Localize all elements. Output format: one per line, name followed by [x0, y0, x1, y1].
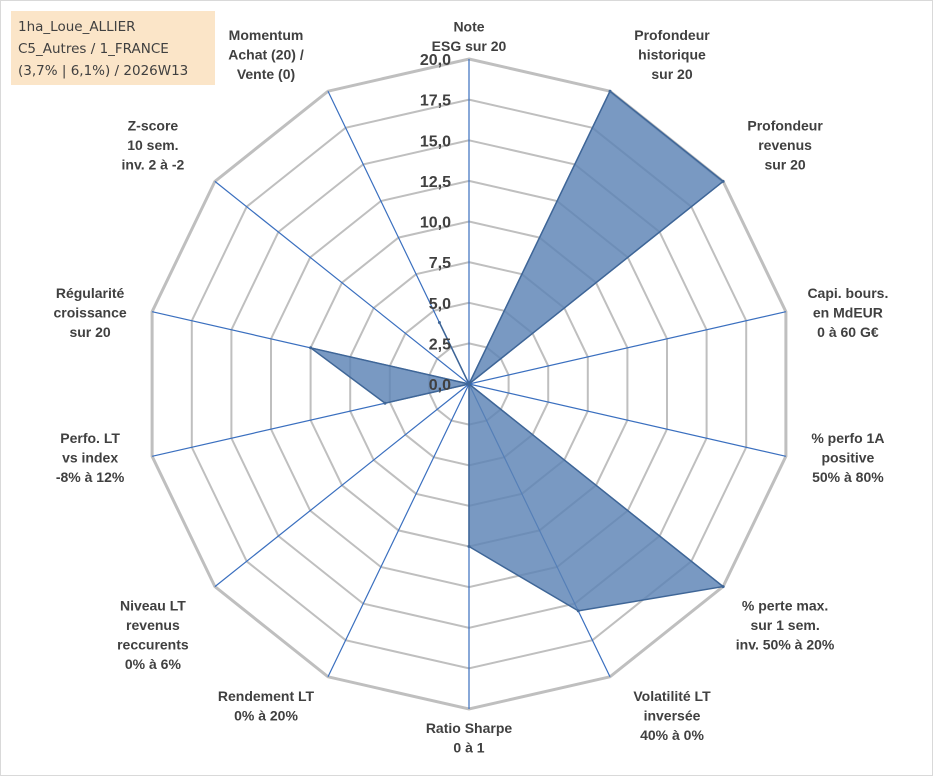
- axis-category-label-line: vs index: [62, 449, 118, 465]
- data-point: [437, 321, 441, 324]
- tick-label: 12,5: [420, 174, 451, 191]
- axis-category-label-line: Rendement LT: [218, 688, 315, 704]
- axis-category-label-line: Z-score: [128, 117, 179, 133]
- axis-category-label-line: ESG sur 20: [432, 38, 507, 54]
- data-point: [383, 401, 387, 405]
- axis-category-label-line: 40% à 0%: [640, 727, 704, 743]
- info-box: 1ha_Loue_ALLIER C5_Autres / 1_FRANCE (3,…: [11, 11, 215, 85]
- axis-category-label-line: 50% à 80%: [812, 469, 884, 485]
- spoke-line: [327, 383, 470, 678]
- axis-category-label-line: Momentum: [229, 27, 304, 43]
- axis-category-label-line: positive: [821, 449, 874, 465]
- axis-category-label-line: inv. 50% à 20%: [736, 637, 835, 653]
- axis-category-label-line: 0 à 1: [453, 740, 484, 756]
- axis-category-label-line: Niveau LT: [120, 598, 186, 614]
- axis-category-label-line: -8% à 12%: [56, 469, 125, 485]
- axis-category-label: Ratio Sharpe 0 à 1: [426, 720, 513, 756]
- axis-category-label: Rendement LT 0% à 20%: [218, 688, 315, 724]
- axis-category-label-line: Vente (0): [237, 66, 295, 82]
- data-point: [467, 382, 471, 386]
- tick-label: 10,0: [420, 215, 451, 232]
- axis-category-label-line: revenus: [126, 617, 180, 633]
- tick-label: 7,5: [429, 255, 451, 272]
- tick-label: 17,5: [420, 93, 451, 110]
- axis-category-label-line: sur 20: [69, 324, 110, 340]
- spoke-line: [214, 180, 470, 385]
- spoke-line: [468, 383, 787, 457]
- axis-category-label: Capi. bours. en MdEUR 0 à 60 G€: [807, 285, 888, 340]
- axis-category-label-line: Note: [453, 19, 484, 35]
- data-point: [721, 585, 725, 589]
- data-point: [576, 609, 580, 613]
- axis-category-label-line: Profondeur: [634, 27, 710, 43]
- tick-label: 20,0: [420, 52, 451, 69]
- axis-category-label: Volatilité LT inversée 40% à 0%: [633, 688, 711, 743]
- axis-category-label-line: inversée: [644, 707, 701, 723]
- data-point: [309, 346, 313, 350]
- axis-category-label-line: 0 à 60 G€: [817, 324, 879, 340]
- axis-category-label-line: inv. 2 à -2: [122, 156, 185, 172]
- info-line-2: C5_Autres / 1_FRANCE: [18, 41, 169, 57]
- axis-category-label-line: croissance: [54, 305, 127, 321]
- axis-category-label-line: sur 1 sem.: [750, 617, 819, 633]
- axis-category-label: % perte max. sur 1 sem. inv. 50% à 20%: [736, 598, 835, 653]
- axis-category-label-line: 10 sem.: [127, 137, 178, 153]
- spoke-line: [214, 383, 470, 588]
- info-line-3: (3,7% | 6,1%) / 2026W13: [18, 63, 189, 79]
- axis-category-label: Momentum Achat (20) / Vente (0): [228, 27, 304, 82]
- axis-category-label-line: % perte max.: [742, 598, 828, 614]
- axis-category-label-line: reccurents: [117, 637, 189, 653]
- tick-label: 0,0: [429, 377, 451, 394]
- axis-category-label-line: sur 20: [651, 66, 692, 82]
- axis-category-label-line: historique: [638, 47, 706, 63]
- axis-category-label: Note ESG sur 20: [432, 19, 507, 55]
- axis-category-label-line: % perfo 1A: [811, 430, 884, 446]
- data-point: [721, 179, 725, 183]
- axis-category-label-line: Ratio Sharpe: [426, 720, 513, 736]
- axis-category-label: Régularité croissance sur 20: [54, 285, 127, 340]
- axis-category-label-line: 0% à 20%: [234, 707, 298, 723]
- tick-label: 15,0: [420, 133, 451, 150]
- axis-category-label: Profondeur revenus sur 20: [747, 117, 823, 172]
- axis-category-label-line: Achat (20) /: [228, 47, 304, 63]
- data-point: [608, 89, 612, 93]
- info-line-1: 1ha_Loue_ALLIER: [18, 19, 136, 35]
- axis-category-label-line: sur 20: [764, 156, 805, 172]
- axis-category-label-line: revenus: [758, 137, 812, 153]
- tick-label: 2,5: [429, 336, 451, 353]
- axis-category-label-line: Perfo. LT: [60, 430, 120, 446]
- axis-category-label-line: Volatilité LT: [633, 688, 711, 704]
- axis-category-label-line: Capi. bours.: [807, 285, 888, 301]
- axis-category-label: Niveau LT revenus reccurents 0% à 6%: [117, 598, 189, 673]
- axis-category-label-line: Profondeur: [747, 117, 823, 133]
- axis-category-label: Profondeur historique sur 20: [634, 27, 710, 82]
- axis-category-label: Perfo. LT vs index -8% à 12%: [56, 430, 125, 485]
- data-point: [467, 545, 471, 548]
- axis-category-label: Z-score 10 sem. inv. 2 à -2: [122, 117, 185, 172]
- axis-category-label-line: Régularité: [56, 285, 125, 301]
- axis-category-label-line: en MdEUR: [813, 305, 883, 321]
- tick-label: 5,0: [429, 296, 451, 313]
- spoke-line: [468, 311, 787, 385]
- axis-category-label: % perfo 1A positive 50% à 80%: [811, 430, 884, 485]
- axis-category-label-line: 0% à 6%: [125, 656, 182, 672]
